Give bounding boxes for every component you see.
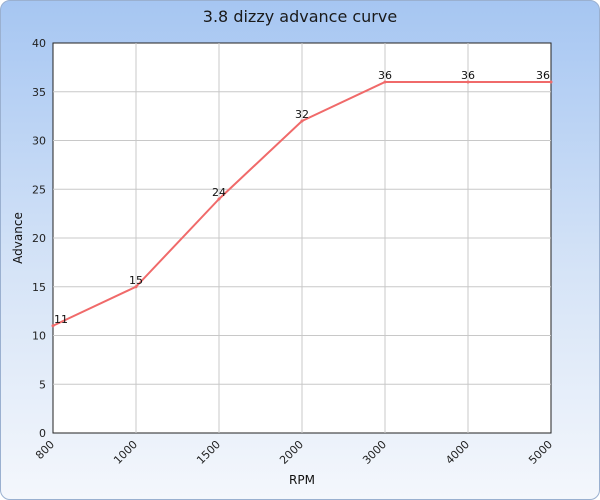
y-tick-label: 5 [39, 378, 46, 391]
series-layer [51, 80, 553, 328]
data-point [549, 80, 553, 84]
y-tick-label: 25 [32, 183, 46, 196]
data-point [217, 197, 221, 201]
x-tick-label: 1000 [111, 438, 140, 467]
x-tick-label: 800 [33, 438, 57, 462]
y-tick-label: 20 [32, 232, 46, 245]
y-tick-label: 0 [39, 427, 46, 440]
y-axis-label: Advance [11, 212, 25, 264]
data-label: 15 [129, 274, 143, 287]
x-tick-label: 2000 [277, 438, 306, 467]
data-labels: 11 15 24 32 36 36 36 [54, 69, 550, 326]
data-label: 36 [378, 69, 392, 82]
x-tick-label: 1500 [194, 438, 223, 467]
x-tick-label: 4000 [443, 438, 472, 467]
y-tick-label: 40 [32, 37, 46, 50]
x-tick-label: 5000 [526, 438, 555, 467]
grid-layer [53, 43, 551, 433]
data-point [134, 285, 138, 289]
data-label: 24 [212, 186, 226, 199]
y-tick-label: 30 [32, 135, 46, 148]
data-point [300, 119, 304, 123]
y-tick-label: 10 [32, 330, 46, 343]
x-axis-label: RPM [289, 473, 315, 487]
x-tick-label: 3000 [360, 438, 389, 467]
chart-title: 3.8 dizzy advance curve [202, 7, 398, 26]
y-tick-label: 35 [32, 86, 46, 99]
data-label: 36 [461, 69, 475, 82]
data-label: 36 [536, 69, 550, 82]
data-point [466, 80, 470, 84]
data-point [383, 80, 387, 84]
y-tick-label: 15 [32, 281, 46, 294]
data-label: 11 [54, 313, 68, 326]
data-point [51, 324, 55, 328]
y-tick-labels: 0 5 10 15 20 25 30 35 40 [32, 37, 46, 440]
x-tick-labels: 800 1000 1500 2000 3000 4000 5000 [33, 438, 555, 467]
data-label: 32 [295, 108, 309, 121]
